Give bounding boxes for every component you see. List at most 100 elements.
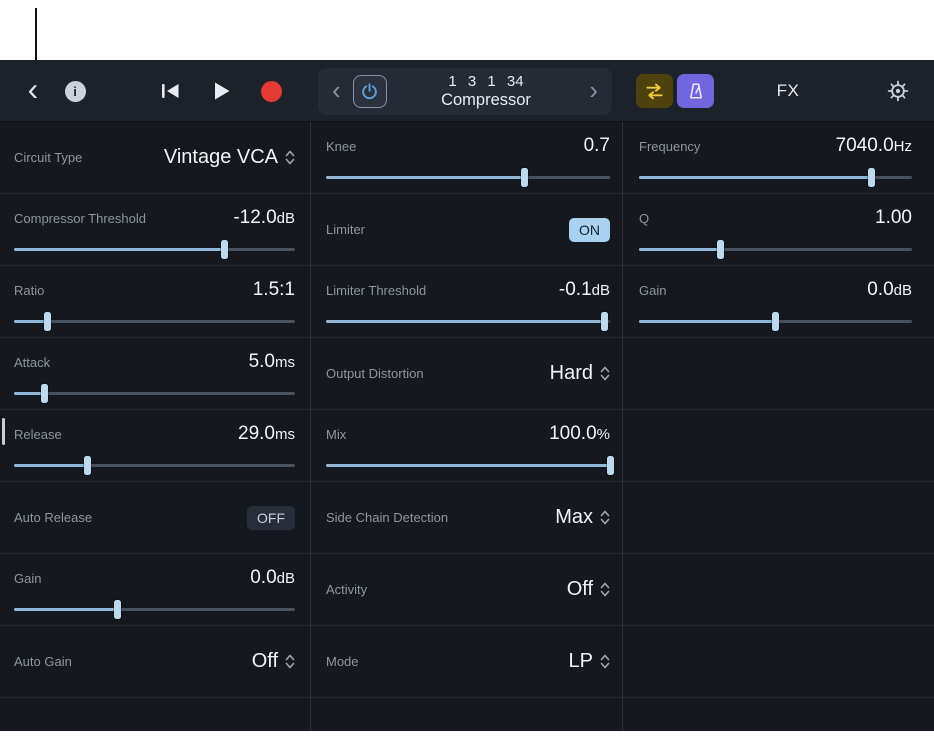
auto-release-toggle[interactable]: OFF xyxy=(247,505,295,530)
param-row-limiter-threshold: Limiter Threshold -0.1dB xyxy=(311,266,622,338)
param-row-mix: Mix 100.0% xyxy=(311,410,622,482)
auto-gain-select[interactable]: Off xyxy=(252,650,295,673)
param-value: -0.1dB xyxy=(559,279,610,301)
settings-button[interactable] xyxy=(878,60,918,122)
gear-icon xyxy=(887,80,909,102)
param-value-number: -12.0 xyxy=(233,207,277,228)
param-row-activity: Activity Off xyxy=(311,554,622,626)
cycle-button[interactable] xyxy=(636,74,673,108)
slider-handle[interactable] xyxy=(221,239,229,259)
knee-slider[interactable] xyxy=(326,166,610,188)
ratio-slider[interactable] xyxy=(14,310,295,332)
limiter-threshold-slider[interactable] xyxy=(326,310,610,332)
param-column-3: Frequency 7040.0Hz Q 1.00 xyxy=(622,122,934,731)
activity-select[interactable]: Off xyxy=(567,578,610,601)
param-row-release: Release 29.0ms xyxy=(0,410,310,482)
chevron-left-icon: ‹ xyxy=(27,71,39,107)
side-chain-detection-select[interactable]: Max xyxy=(555,506,610,529)
slider-handle[interactable] xyxy=(44,311,52,331)
slider-handle[interactable] xyxy=(772,311,779,331)
slider-fill xyxy=(14,319,48,323)
param-label: Limiter xyxy=(326,222,366,237)
slider-handle[interactable] xyxy=(41,383,49,403)
playhead-position: 1 3 1 34 xyxy=(448,72,524,90)
param-value: 100.0% xyxy=(549,423,610,445)
param-value-number: 1.00 xyxy=(875,207,912,228)
empty-row xyxy=(623,338,934,410)
count-in-button[interactable] xyxy=(677,74,714,108)
mix-slider[interactable] xyxy=(326,454,614,476)
record-icon xyxy=(260,80,282,102)
lcd-display: ‹ 1 3 1 34 Compressor › xyxy=(318,68,612,115)
up-down-chevron-icon xyxy=(600,582,610,597)
header-bar: ‹ i ‹ xyxy=(0,60,934,122)
slider-handle[interactable] xyxy=(521,167,529,187)
gain-slider[interactable] xyxy=(14,598,295,620)
param-value-number: 7040.0 xyxy=(835,135,894,156)
power-icon xyxy=(362,83,377,100)
slider-fill xyxy=(639,247,721,251)
param-row-auto-release: Auto Release OFF xyxy=(0,482,310,554)
attack-slider[interactable] xyxy=(14,382,295,404)
param-row-q: Q 1.00 xyxy=(623,194,934,266)
param-label: Auto Release xyxy=(14,510,93,525)
slider-fill xyxy=(639,175,872,179)
frequency-slider[interactable] xyxy=(639,166,912,188)
mode-select[interactable]: LP xyxy=(569,650,610,673)
slider-handle[interactable] xyxy=(606,455,614,475)
param-value-unit: dB xyxy=(893,282,912,299)
info-button[interactable]: i xyxy=(58,60,92,122)
param-value-unit: dB xyxy=(276,210,295,227)
slider-fill xyxy=(14,391,45,395)
param-value: 0.7 xyxy=(584,135,610,157)
side-chain-gain-slider[interactable] xyxy=(639,310,912,332)
param-row-gain: Gain 0.0dB xyxy=(0,554,310,626)
param-label: Mode xyxy=(326,654,359,669)
metronome-icon xyxy=(689,83,702,99)
param-value-number: 5.0 xyxy=(248,351,275,372)
param-row-side-chain-detection: Side Chain Detection Max xyxy=(311,482,622,554)
param-label: Compressor Threshold xyxy=(14,211,146,226)
record-button[interactable] xyxy=(254,60,288,122)
param-label: Activity xyxy=(326,582,368,597)
param-label: Output Distortion xyxy=(326,366,424,381)
play-button[interactable] xyxy=(206,60,238,122)
release-slider[interactable] xyxy=(14,454,295,476)
slider-handle[interactable] xyxy=(83,455,91,475)
param-label: Release xyxy=(14,427,62,442)
info-icon: i xyxy=(64,80,86,102)
param-row-auto-gain: Auto Gain Off xyxy=(0,626,310,698)
skip-to-beginning-button[interactable] xyxy=(155,60,187,122)
param-value: -12.0dB xyxy=(233,207,295,229)
param-row-output-distortion: Output Distortion Hard xyxy=(311,338,622,410)
plugin-name: Compressor xyxy=(441,91,531,110)
circuit-type-select[interactable]: Vintage VCA xyxy=(164,146,295,169)
param-row-knee: Knee 0.7 xyxy=(311,122,622,194)
next-plugin-button[interactable]: › xyxy=(585,77,602,107)
slider-track xyxy=(639,247,912,251)
plugin-window: ‹ i ‹ xyxy=(0,60,934,731)
display-text: 1 3 1 34 Compressor xyxy=(387,73,586,110)
param-row-limiter: Limiter ON xyxy=(311,194,622,266)
param-label: Ratio xyxy=(14,283,45,298)
previous-plugin-button[interactable]: ‹ xyxy=(328,77,345,107)
back-button[interactable]: ‹ xyxy=(18,60,48,122)
slider-handle[interactable] xyxy=(867,167,875,187)
fx-button[interactable]: FX xyxy=(770,60,806,122)
scroll-indicator[interactable] xyxy=(2,418,5,445)
slider-handle[interactable] xyxy=(717,239,725,259)
limiter-toggle[interactable]: ON xyxy=(569,217,610,242)
slider-fill xyxy=(14,463,88,467)
output-distortion-select[interactable]: Hard xyxy=(550,362,610,385)
select-value: Off xyxy=(251,650,278,672)
compressor-threshold-slider[interactable] xyxy=(14,238,295,260)
plugin-power-button[interactable] xyxy=(352,75,387,108)
slider-fill xyxy=(14,247,225,251)
q-slider[interactable] xyxy=(639,238,912,260)
param-value-unit: dB xyxy=(591,282,610,299)
param-row-mode: Mode LP xyxy=(311,626,622,698)
slider-handle[interactable] xyxy=(114,599,122,619)
empty-row xyxy=(623,482,934,554)
slider-handle[interactable] xyxy=(600,311,608,331)
param-value: 29.0ms xyxy=(238,423,295,445)
